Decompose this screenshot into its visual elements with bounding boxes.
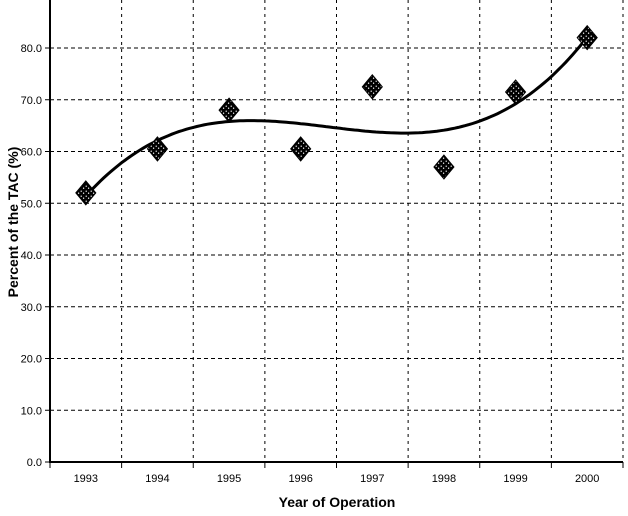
data-point-1997 xyxy=(361,74,383,100)
data-point-2000 xyxy=(576,24,598,51)
data-point-1998 xyxy=(433,154,455,180)
y-tick-label: 20.0 xyxy=(21,354,42,366)
y-tick-label: 40.0 xyxy=(21,250,42,262)
y-tick-label: 80.0 xyxy=(21,43,42,55)
data-point-1995 xyxy=(218,97,240,123)
y-tick-label: 30.0 xyxy=(21,302,42,314)
data-point-1994 xyxy=(146,136,169,162)
x-axis-title: Year of Operation xyxy=(278,494,396,510)
x-tick-label: 1995 xyxy=(217,473,241,485)
x-tick-label: 1998 xyxy=(432,473,456,485)
data-point-1996 xyxy=(290,136,312,162)
y-tick-label: 10.0 xyxy=(21,405,42,417)
y-tick-label: 0.0 xyxy=(27,457,42,469)
trendline xyxy=(84,35,589,198)
y-axis-title: Percent of the TAC (%) xyxy=(5,146,21,298)
data-point-1999 xyxy=(504,79,527,105)
y-tick-label: 60.0 xyxy=(21,147,42,159)
x-tick-label: 2000 xyxy=(575,473,599,485)
y-tick-label: 50.0 xyxy=(21,198,42,210)
data-point-1993 xyxy=(75,180,97,206)
y-tick-label: 70.0 xyxy=(21,95,42,107)
x-tick-label: 1993 xyxy=(74,473,98,485)
x-tick-label: 1996 xyxy=(288,473,312,485)
x-tick-label: 1999 xyxy=(503,473,527,485)
x-tick-label: 1994 xyxy=(145,473,169,485)
x-tick-label: 1997 xyxy=(360,473,384,485)
